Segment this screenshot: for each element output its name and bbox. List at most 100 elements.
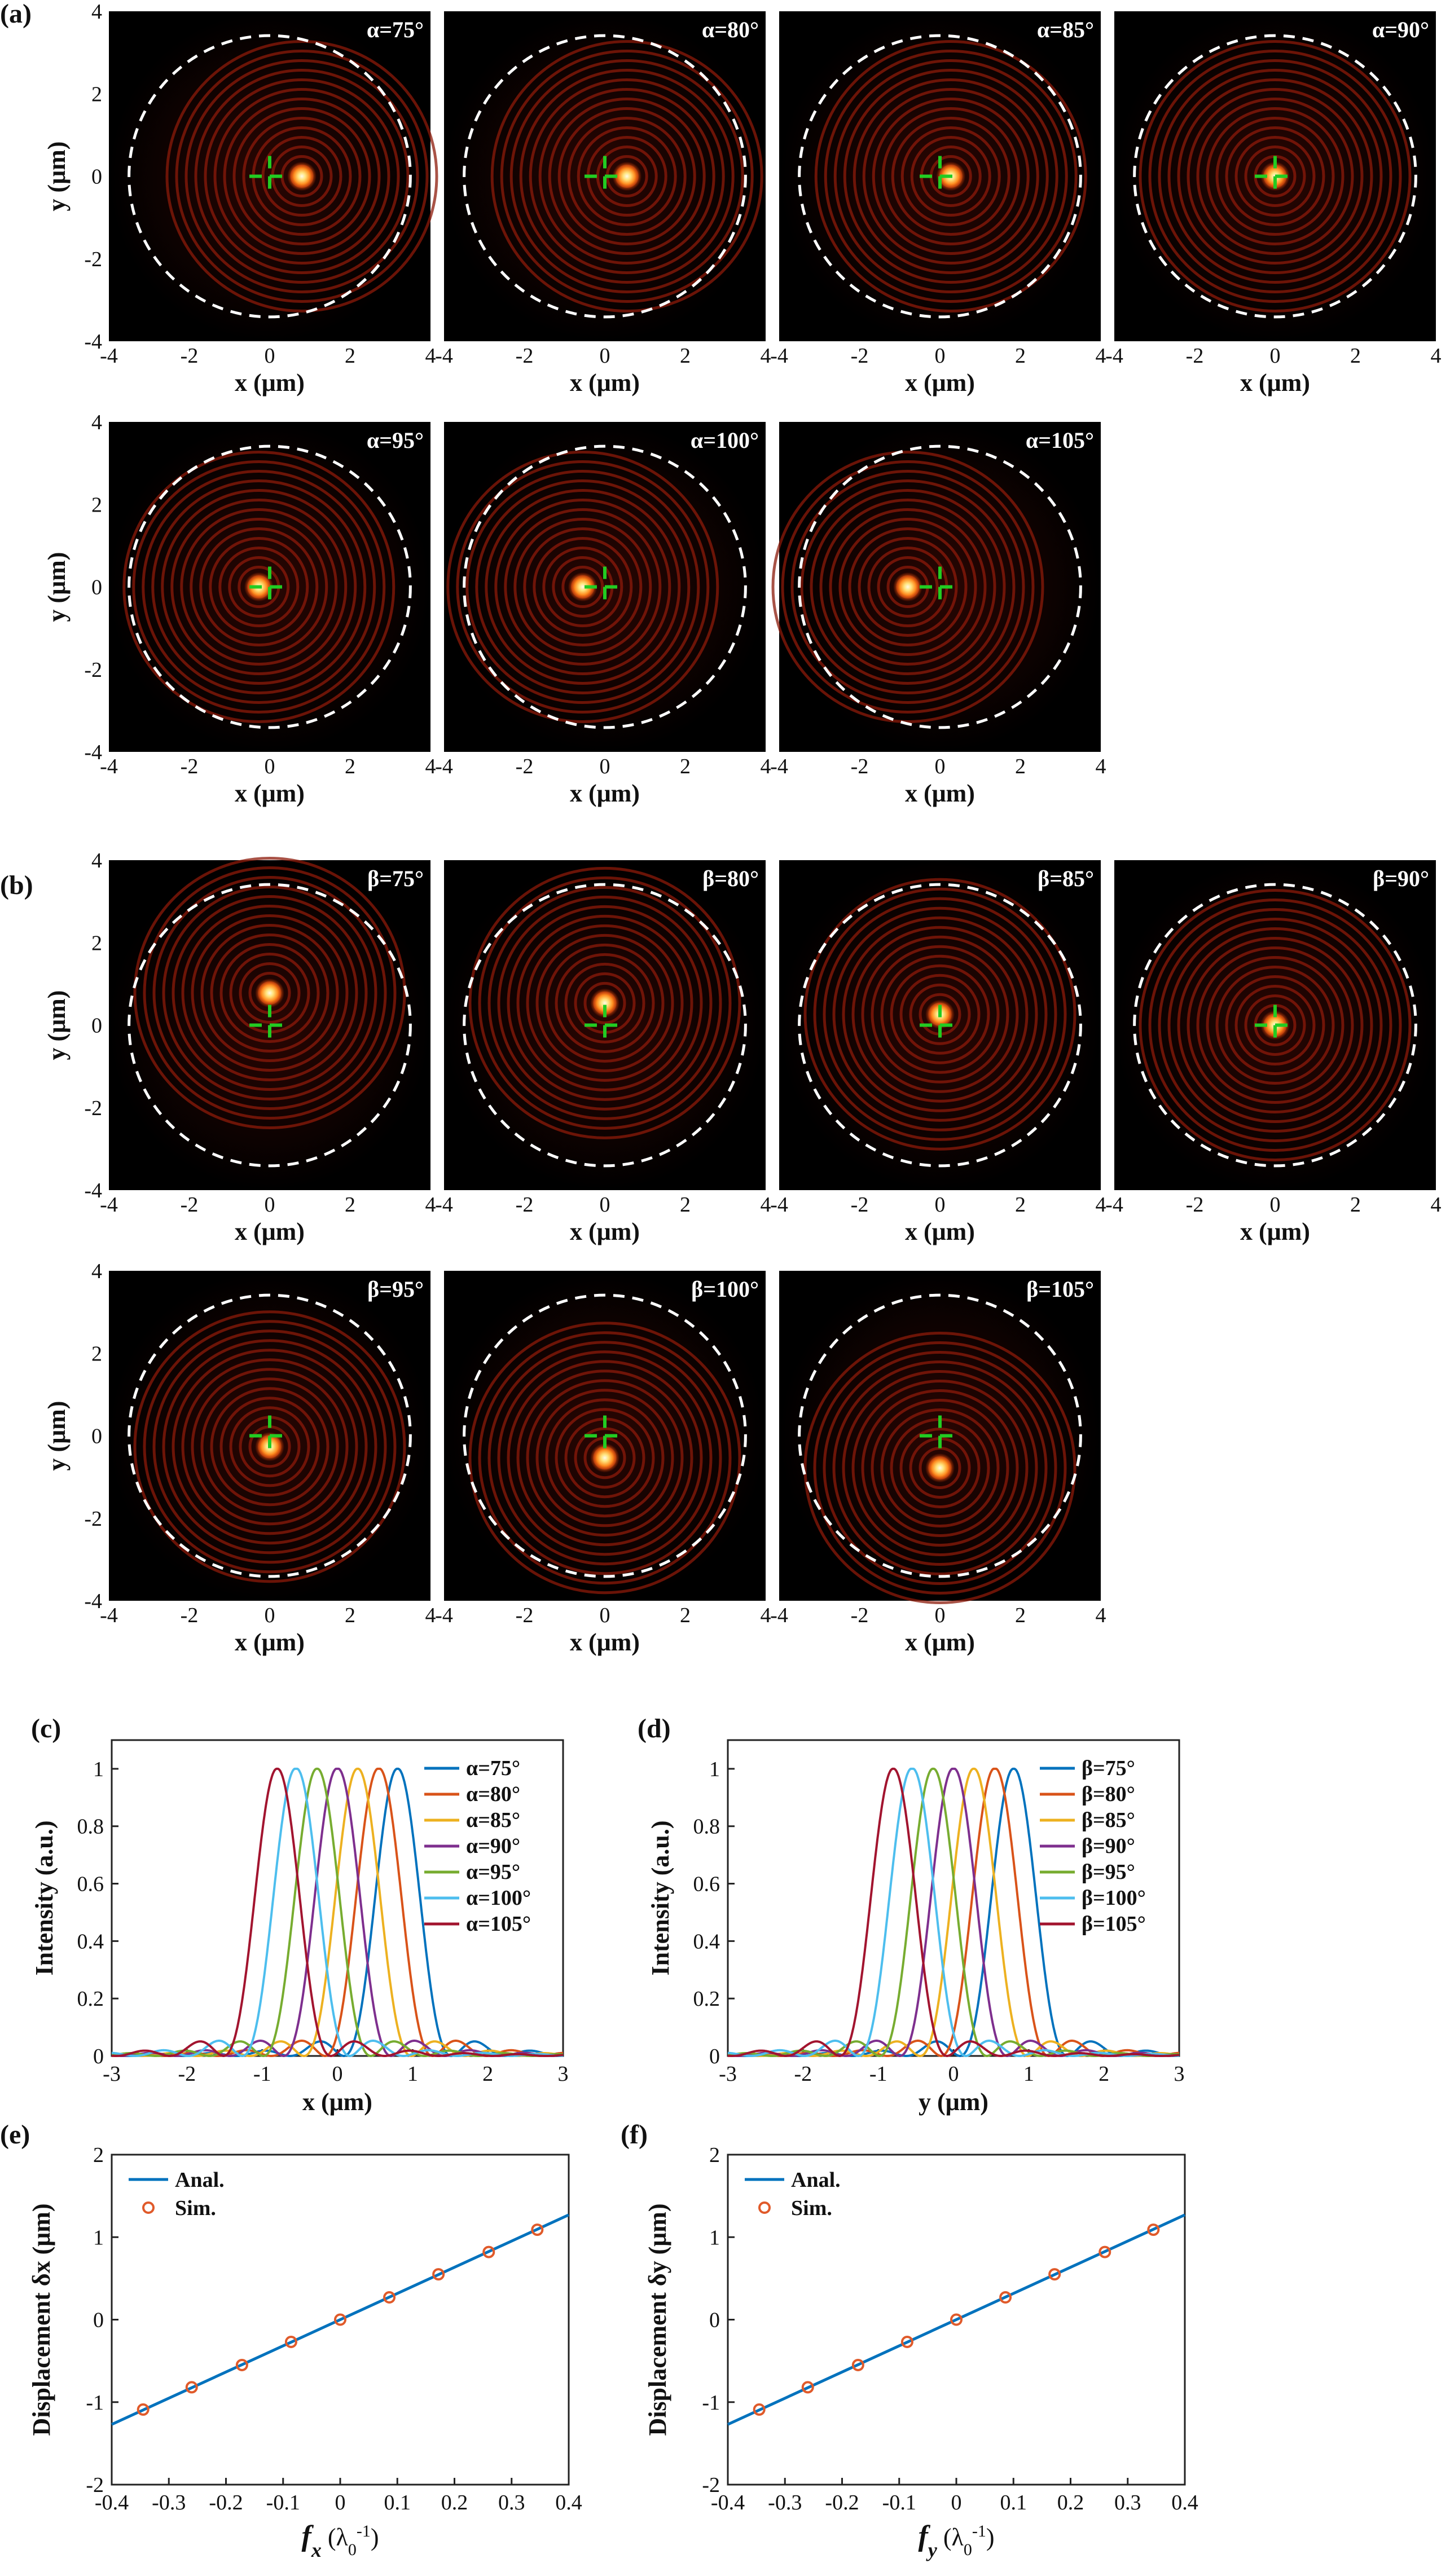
ring xyxy=(1196,98,1354,255)
y-tick-label: -1 xyxy=(702,2391,720,2415)
x-tick-label: -0.2 xyxy=(209,2491,243,2515)
panel-label-d: (d) xyxy=(638,1714,671,1743)
interference-rings xyxy=(803,1332,1076,1604)
x-tick-label: -2 xyxy=(181,344,199,368)
x-tick-label: 4 xyxy=(1096,344,1106,368)
focal-spot xyxy=(255,978,284,1008)
ring xyxy=(229,1406,310,1487)
x-tick-label: 3 xyxy=(1174,2062,1185,2086)
x-tick-label: 4 xyxy=(1096,1604,1106,1627)
panel-title: β=90° xyxy=(1373,866,1429,891)
ring xyxy=(877,556,939,618)
ring xyxy=(1139,40,1412,312)
x-axis-label-part: 0 xyxy=(964,2540,972,2559)
ring xyxy=(133,857,406,1129)
y-tick-label: 0 xyxy=(93,2309,104,2332)
y-tick-label: -2 xyxy=(84,248,102,271)
ring xyxy=(829,508,987,666)
ring xyxy=(475,479,691,694)
y-tick-label: 1 xyxy=(709,2226,720,2249)
x-tick-label: 2 xyxy=(1099,2062,1109,2086)
x-tick-label: 2 xyxy=(1015,344,1026,368)
y-axis-label: Displacement δx (μm) xyxy=(28,2204,55,2436)
ring xyxy=(478,1331,732,1585)
x-tick-label: 0 xyxy=(600,344,610,368)
interference-rings xyxy=(1139,40,1412,312)
ring xyxy=(194,69,410,284)
ring xyxy=(861,935,1019,1093)
y-axis-label: y (μm) xyxy=(43,1401,71,1471)
x-tick-label: 4 xyxy=(425,344,436,368)
ring xyxy=(561,566,604,608)
ring xyxy=(199,527,319,646)
heatmap-panel: α=85° -4 -2 0 2 4 x (μm) xyxy=(770,11,1106,397)
x-tick-label: -2 xyxy=(851,1604,869,1627)
sim-point xyxy=(383,2291,396,2304)
ring xyxy=(1225,126,1325,226)
ring xyxy=(1177,78,1373,274)
ring xyxy=(223,98,381,255)
x-tick-label: 4 xyxy=(1431,344,1442,368)
x-tick-label: -2 xyxy=(181,755,199,778)
panel-label-a: (a) xyxy=(0,0,32,29)
ring xyxy=(880,1408,1000,1527)
ring xyxy=(219,943,320,1043)
y-tick-label: -1 xyxy=(86,2391,104,2415)
x-tick-label: -2 xyxy=(516,1193,534,1217)
x-tick-label: 0 xyxy=(935,344,946,368)
crosshair xyxy=(920,156,960,197)
x-tick-label: 0.2 xyxy=(1057,2491,1084,2515)
x-axis-label: x (μm) xyxy=(235,369,305,397)
x-axis-label: x (μm) xyxy=(1240,369,1310,397)
x-tick-label: -2 xyxy=(181,1193,199,1217)
heatmap-panel: α=105° -4 -2 0 2 4 x (μm) xyxy=(770,422,1106,807)
sim-point xyxy=(284,2335,297,2348)
heatmap-panel: β=100° -4 -2 0 2 4 x (μm) xyxy=(435,1271,771,1656)
sim-point xyxy=(801,2381,814,2394)
panel-title: β=95° xyxy=(367,1276,424,1302)
sim-point xyxy=(137,2403,150,2416)
x-tick-label: -0.4 xyxy=(711,2491,745,2515)
y-axis-label: Displacement δy (μm) xyxy=(644,2204,671,2436)
interference-rings xyxy=(122,451,396,723)
heatmap-panel: β=90° -4 -2 0 2 4 x (μm) xyxy=(1105,860,1442,1245)
crosshair xyxy=(585,1005,625,1046)
x-axis-label-part: -1 xyxy=(972,2522,986,2540)
x-axis-label-part: f xyxy=(302,2520,314,2552)
crosshair xyxy=(920,566,960,607)
legend-label: α=105° xyxy=(466,1912,531,1936)
sim-point xyxy=(1147,2223,1160,2236)
y-tick-label: 0.2 xyxy=(77,1987,104,2011)
x-tick-label: -4 xyxy=(1105,344,1123,368)
ring xyxy=(790,470,1025,704)
ring xyxy=(1234,136,1316,217)
x-tick-label: -3 xyxy=(103,2062,121,2086)
interference-rings xyxy=(133,857,406,1129)
ring xyxy=(548,98,706,255)
ring xyxy=(871,1399,1009,1537)
panel-label-f: (f) xyxy=(621,2120,648,2150)
x-tick-label: 2 xyxy=(1350,344,1361,368)
x-axis-label: x (μm) xyxy=(570,1218,640,1245)
legend-label: β=90° xyxy=(1082,1834,1135,1858)
panel-label-b: (b) xyxy=(0,870,33,900)
ring xyxy=(813,887,1067,1141)
x-tick-label: 0.1 xyxy=(384,2491,411,2515)
ring xyxy=(170,499,348,675)
y-tick-label: 4 xyxy=(91,0,102,24)
crosshair xyxy=(249,1415,290,1456)
legend-label: Sim. xyxy=(175,2196,216,2220)
ring xyxy=(900,126,1001,226)
x-axis-label: x (μm) xyxy=(570,369,640,397)
ring xyxy=(191,914,349,1072)
y-axis-label: y (μm) xyxy=(43,990,71,1060)
ring xyxy=(813,1341,1067,1595)
ring xyxy=(823,1351,1057,1585)
ring xyxy=(500,50,754,303)
ring xyxy=(538,88,715,265)
ring xyxy=(803,1332,1076,1604)
x-axis-label: y (μm) xyxy=(919,2088,988,2116)
ring xyxy=(872,98,1030,255)
heatmap-panel: α=80° -4 -2 0 2 4 x (μm) xyxy=(435,11,771,397)
x-tick-label: -4 xyxy=(770,755,788,778)
